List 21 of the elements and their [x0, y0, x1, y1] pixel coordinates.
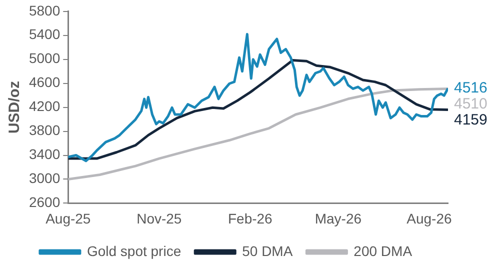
- y-axis-title: USD/oz: [6, 81, 24, 134]
- y-tick-label: 3000: [28, 170, 60, 186]
- y-tick-label: 5800: [28, 2, 60, 18]
- x-tick-label: Feb-26: [228, 210, 273, 226]
- y-tick-label: 3800: [28, 122, 60, 138]
- y-tick-label: 4600: [28, 74, 60, 90]
- y-tick-label: 3400: [28, 146, 60, 162]
- annotation: 4159: [454, 112, 488, 128]
- y-tick-label: 5000: [28, 50, 60, 66]
- legend-label: 200 DMA: [354, 242, 413, 259]
- x-tick-label: Aug-25: [46, 210, 91, 226]
- legend-label: Gold spot price: [86, 242, 182, 259]
- annotation: 4510: [454, 96, 488, 112]
- x-tick-label: Aug-26: [406, 210, 452, 226]
- legend-label: 50 DMA: [242, 242, 294, 259]
- annotation: 4516: [454, 80, 488, 96]
- y-tick-label: 2600: [28, 194, 60, 210]
- y-tick-label: 5400: [28, 26, 60, 42]
- y-tick-label: 4200: [28, 98, 60, 114]
- x-tick-label: May-26: [314, 210, 362, 226]
- x-tick-label: Nov-25: [136, 210, 182, 226]
